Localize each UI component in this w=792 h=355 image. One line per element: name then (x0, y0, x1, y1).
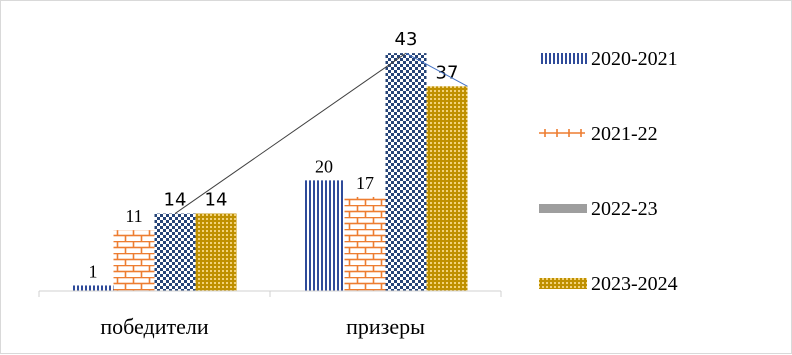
data-label-2020-2021-призеры: 20 (315, 156, 333, 176)
data-label-2023-2024-призеры: 37 (436, 62, 459, 83)
x-tick-label: призеры (346, 314, 425, 339)
bar-2021-22-призеры (344, 196, 386, 291)
legend-label-2023-2024: 2023-2024 (591, 273, 678, 295)
legend-swatch-2022-23 (539, 204, 587, 213)
legend-swatch-2023-2024 (539, 278, 587, 289)
bar-2023-2024-победители (195, 213, 237, 291)
bar-2021-22-победители (113, 230, 155, 291)
data-label-2021-22-победители: 11 (125, 206, 142, 226)
legend: 2020-2021 2021-22 2022-23 2023-2024 (539, 48, 678, 295)
bar-2022-23-призеры (385, 53, 427, 292)
data-label-2020-2021-победители: 1 (89, 261, 98, 281)
series-line-segment (405, 52, 468, 87)
legend-swatch-2020-2021 (539, 53, 587, 64)
legend-label-2022-23: 2022-23 (591, 198, 658, 220)
data-label-2021-22-призеры: 17 (356, 173, 374, 193)
data-label-2023-2024-победители: 14 (205, 190, 228, 211)
bar-2023-2024-призеры (426, 86, 468, 291)
trendline-2022-23 (174, 52, 407, 214)
x-tick-label: победители (100, 314, 208, 339)
data-label-2022-23-призеры: 43 (395, 29, 418, 50)
legend-label-2020-2021: 2020-2021 (591, 48, 678, 70)
legend-swatch-2021-22 (539, 129, 585, 137)
legend-label-2021-22: 2021-22 (591, 123, 658, 145)
bar-2022-23-победители (154, 213, 196, 291)
bar-2020-2021-призеры (303, 180, 345, 291)
data-label-2022-23-победители: 14 (164, 190, 187, 211)
bar-2020-2021-победители (72, 285, 114, 291)
